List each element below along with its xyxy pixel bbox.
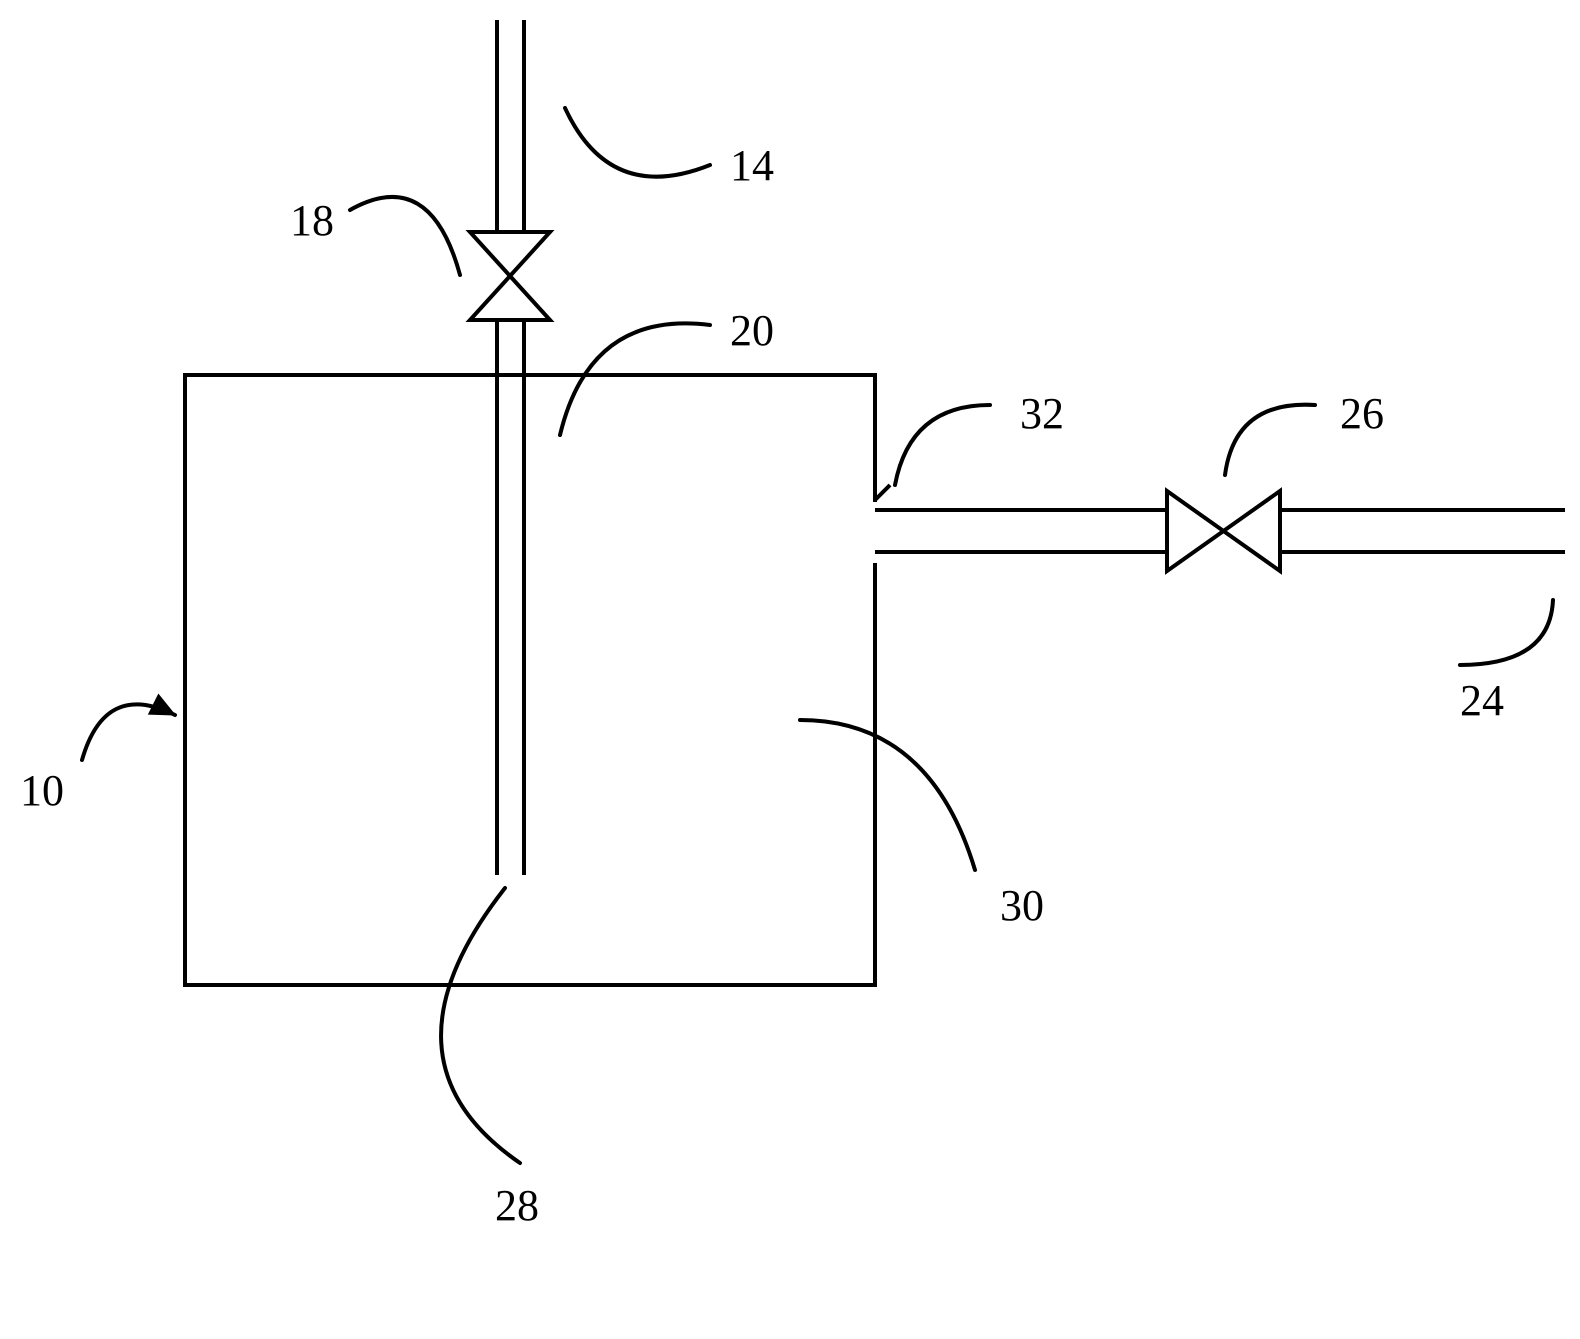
label-30: 30: [1000, 880, 1044, 931]
label-28: 28: [495, 1180, 539, 1231]
label-10: 10: [20, 765, 64, 816]
diagram-container: 14 18 20 32 26 24 30 10 28: [0, 0, 1580, 1339]
label-26: 26: [1340, 388, 1384, 439]
schematic-svg: [0, 0, 1580, 1339]
label-32: 32: [1020, 388, 1064, 439]
label-14: 14: [730, 140, 774, 191]
label-20: 20: [730, 305, 774, 356]
label-18: 18: [290, 195, 334, 246]
label-24: 24: [1460, 675, 1504, 726]
